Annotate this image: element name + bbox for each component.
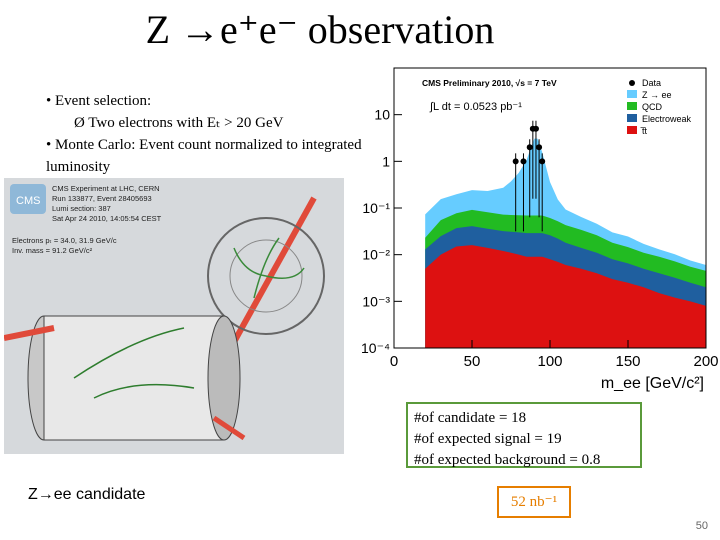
bullet-event-selection: • Event selection: [46, 93, 152, 109]
data-point-1 [520, 158, 527, 165]
stat-candidates: #of candidate = 18 [414, 410, 527, 426]
data-point-6 [539, 158, 546, 165]
y-tick-label-4: 1 [382, 153, 390, 169]
legend-swatch-3 [627, 114, 637, 122]
legend-swatch-2 [627, 102, 637, 110]
stat-expected-background: #of expected background = 0.8 [414, 452, 601, 468]
y-tick-label-1: 10⁻³ [362, 293, 390, 309]
legend-swatch-4 [627, 126, 637, 134]
chart-title: CMS Preliminary 2010, √s = 7 TeV [422, 78, 557, 88]
legend-label-3: Electroweak [642, 114, 692, 124]
figure-caption: Z→ee candidate [28, 486, 146, 503]
y-tick-label-0: 10⁻⁴ [361, 340, 390, 356]
mass-plot: 10⁻⁴ 10⁻³ 10⁻² 10⁻¹ 1 10 0 50 100 150 200 m_ee [GeV… [356, 60, 720, 400]
svg-text:CMS: CMS [16, 195, 40, 207]
data-point-0 [512, 158, 519, 165]
legend-label-4: t̅t [640, 126, 647, 136]
x-axis-label: m_ee [GeV/c²] [601, 375, 704, 392]
event-display-graphic: CMS [4, 178, 344, 454]
stats-box: #of candidate = 18 #of expected signal =… [406, 402, 642, 468]
data-point-4 [532, 125, 539, 132]
data-point-2 [526, 144, 533, 151]
bullet-monte-carlo: • Monte Carlo: Event count normalized to… [46, 137, 362, 175]
y-tick-label-2: 10⁻² [362, 247, 390, 263]
legend-marker-0 [629, 80, 635, 86]
event-info: CMS Experiment at LHC, CERN Run 133877, … [52, 184, 162, 223]
x-tick-label-4: 200 [693, 353, 718, 370]
stack-area-1 [425, 245, 706, 348]
bullet-two-electrons: Ø Two electrons with Eₜ > 20 GeV [74, 115, 284, 131]
x-tick-label-3: 150 [615, 353, 640, 370]
x-tick-label-2: 100 [537, 353, 562, 370]
lumi-badge: 52 nb⁻¹ [497, 486, 571, 518]
legend-swatch-1 [627, 90, 637, 98]
legend-label-2: QCD [642, 102, 663, 112]
legend-label-0: Data [642, 78, 661, 88]
bullet-list: • Event selection: Ø Two electrons with … [46, 90, 366, 178]
y-tick-label-3: 10⁻¹ [362, 200, 390, 216]
lumi-annotation: ∫L dt = 0.0523 pb⁻¹ [429, 101, 522, 113]
legend-label-1: Z → ee [642, 90, 672, 100]
y-tick-label-5: 10 [374, 107, 390, 123]
stat-expected-signal: #of expected signal = 19 [414, 431, 562, 447]
x-tick-label-1: 50 [464, 353, 481, 370]
x-tick-label-0: 0 [390, 353, 398, 370]
event-display-image: CMS CMS Experiment at LHC, CERN Run 1338… [4, 178, 344, 454]
slide-title: Z →e⁺e⁻ observation [145, 7, 495, 52]
page-number: 50 [695, 520, 708, 532]
electron-info: Electrons pₜ = 34.0, 31.9 GeV/c Inv. mas… [12, 236, 117, 255]
data-point-5 [536, 144, 543, 151]
